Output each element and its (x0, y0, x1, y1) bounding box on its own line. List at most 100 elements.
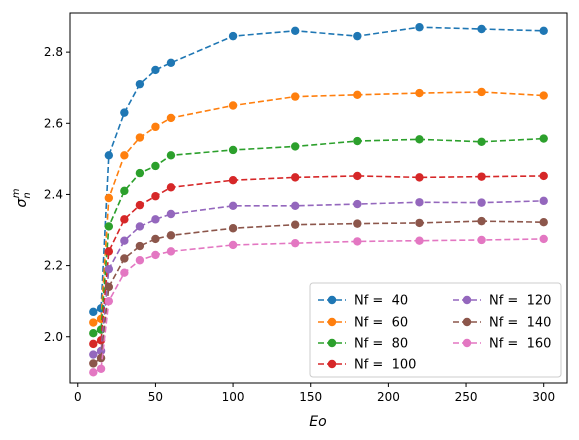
data-point (104, 296, 114, 306)
legend-marker (462, 317, 472, 327)
data-point (89, 339, 98, 349)
data-point (228, 31, 238, 41)
legend-item: Nf = 160 (453, 337, 551, 352)
data-point (89, 307, 98, 317)
data-point (89, 350, 98, 359)
series-layer (89, 23, 548, 377)
legend-marker (327, 338, 337, 348)
data-point (415, 198, 424, 207)
data-point (291, 220, 300, 229)
x-tick-label: 200 (377, 390, 400, 404)
legend-item: Nf = 120 (453, 294, 551, 309)
data-point (539, 91, 548, 100)
data-point (353, 31, 362, 41)
data-point (291, 238, 300, 248)
data-point (120, 254, 129, 263)
data-point (151, 234, 160, 244)
data-point (477, 87, 486, 97)
data-point (166, 183, 176, 192)
data-point (228, 224, 238, 233)
data-point (415, 23, 424, 32)
data-point (477, 24, 486, 34)
legend-marker (327, 317, 337, 327)
series-5 (89, 196, 548, 359)
data-point (228, 145, 238, 155)
data-point (104, 193, 114, 203)
data-point (353, 171, 362, 181)
data-point (539, 196, 548, 206)
data-point (120, 215, 129, 224)
y-tick-label: 2.6 (44, 116, 63, 130)
data-point (104, 222, 114, 231)
data-point (166, 113, 176, 123)
legend-label: Nf = 60 (354, 316, 408, 331)
data-point (228, 101, 238, 110)
data-point (353, 219, 362, 228)
data-point (151, 122, 160, 132)
data-point (135, 241, 145, 251)
data-point (353, 90, 362, 100)
data-point (415, 236, 424, 245)
data-point (96, 364, 106, 373)
series-3 (89, 134, 548, 338)
data-point (228, 176, 238, 185)
data-point (89, 368, 98, 377)
y-tick-label: 2.0 (44, 330, 63, 344)
data-point (104, 282, 114, 292)
data-point (539, 26, 548, 35)
legend-label: Nf = 80 (354, 337, 408, 352)
legend-label: Nf = 40 (354, 294, 408, 309)
data-point (477, 216, 486, 226)
data-point (120, 151, 129, 160)
data-point (104, 247, 114, 256)
legend-items: Nf = 40 Nf = 60 Nf = 80 Nf = 100 Nf = 120 Nf … (318, 294, 551, 373)
data-point (477, 198, 486, 207)
data-point (539, 217, 548, 227)
data-point (477, 235, 486, 245)
data-point (539, 171, 548, 181)
data-point (291, 201, 300, 211)
data-point (291, 173, 300, 182)
series-1 (89, 23, 548, 317)
legend-marker (462, 295, 472, 305)
plot-frame (69, 12, 568, 384)
data-point (539, 134, 548, 143)
series-line (92, 26, 544, 313)
data-point (151, 161, 160, 171)
series-7 (89, 234, 548, 377)
legend-label: Nf = 160 (489, 337, 551, 352)
data-point (135, 200, 145, 210)
data-point (151, 250, 160, 260)
data-point (415, 135, 424, 144)
legend-label: Nf = 140 (489, 316, 551, 331)
y-axis-label-main: σ (14, 197, 30, 207)
data-point (477, 172, 486, 181)
x-axis-label: Eo (309, 414, 326, 430)
data-point (415, 88, 424, 98)
data-point (135, 133, 145, 142)
legend-item: Nf = 100 (318, 358, 416, 373)
data-point (353, 199, 362, 209)
y-tick-label: 2.4 (44, 187, 63, 201)
legend-marker (327, 359, 337, 369)
data-point (135, 222, 145, 231)
data-point (104, 264, 114, 274)
legend-item: Nf = 140 (453, 316, 551, 331)
data-point (96, 353, 106, 363)
x-tick-label: 50 (148, 390, 163, 404)
data-point (415, 218, 424, 228)
legend-label: Nf = 120 (489, 294, 551, 309)
legend-marker (327, 295, 337, 305)
data-point (104, 151, 114, 160)
data-point (151, 215, 160, 224)
data-point (151, 65, 160, 75)
data-point (120, 268, 129, 277)
legend-marker (462, 338, 472, 348)
data-point (228, 240, 238, 250)
x-tick-label: 0 (74, 390, 82, 404)
data-point (89, 359, 98, 368)
x-tick-label: 150 (299, 390, 322, 404)
legend: Nf = 40 Nf = 60 Nf = 80 Nf = 100 Nf = 120 Nf … (309, 282, 562, 378)
data-point (539, 234, 548, 244)
